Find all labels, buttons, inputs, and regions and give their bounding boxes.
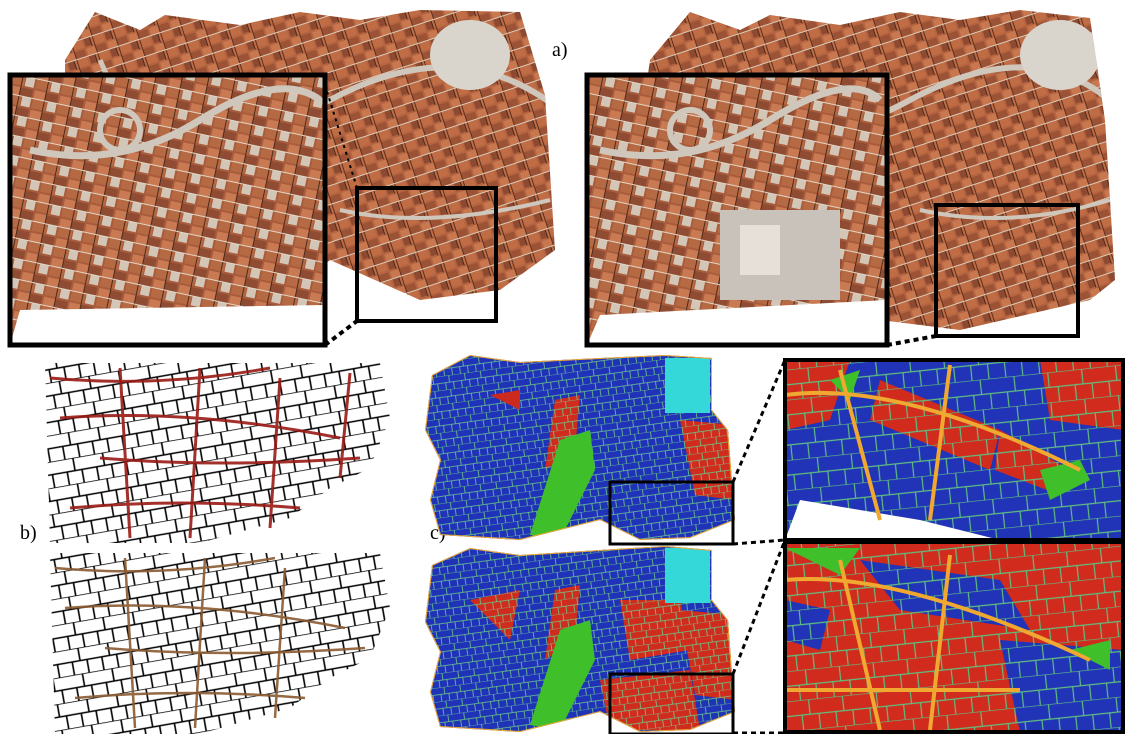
- zoom-region-map-bottom: [608, 672, 735, 734]
- zoom-region-right: [934, 203, 1080, 338]
- aerial-panel-left: [0, 0, 570, 355]
- zoom-inset-left: [7, 72, 328, 348]
- aerial-image-left: [7, 10, 555, 348]
- zoom-region-left: [355, 186, 498, 323]
- zoom-region-map-top: [608, 480, 735, 546]
- label-b: b): [20, 522, 37, 544]
- zoom-inset-right: [584, 72, 890, 348]
- aerial-panel-right: [580, 0, 1131, 355]
- label-a: a): [552, 39, 568, 61]
- street-network-top: [40, 358, 395, 543]
- segmentation-map-top: [425, 355, 735, 540]
- segmentation-zoom-top: [783, 358, 1125, 542]
- segmentation-map-bottom: [425, 546, 735, 732]
- aerial-image-right: [584, 10, 1115, 348]
- street-network-bottom: [45, 548, 395, 734]
- segmentation-panel: [420, 350, 1131, 734]
- segmentation-zoom-bottom: [783, 540, 1125, 734]
